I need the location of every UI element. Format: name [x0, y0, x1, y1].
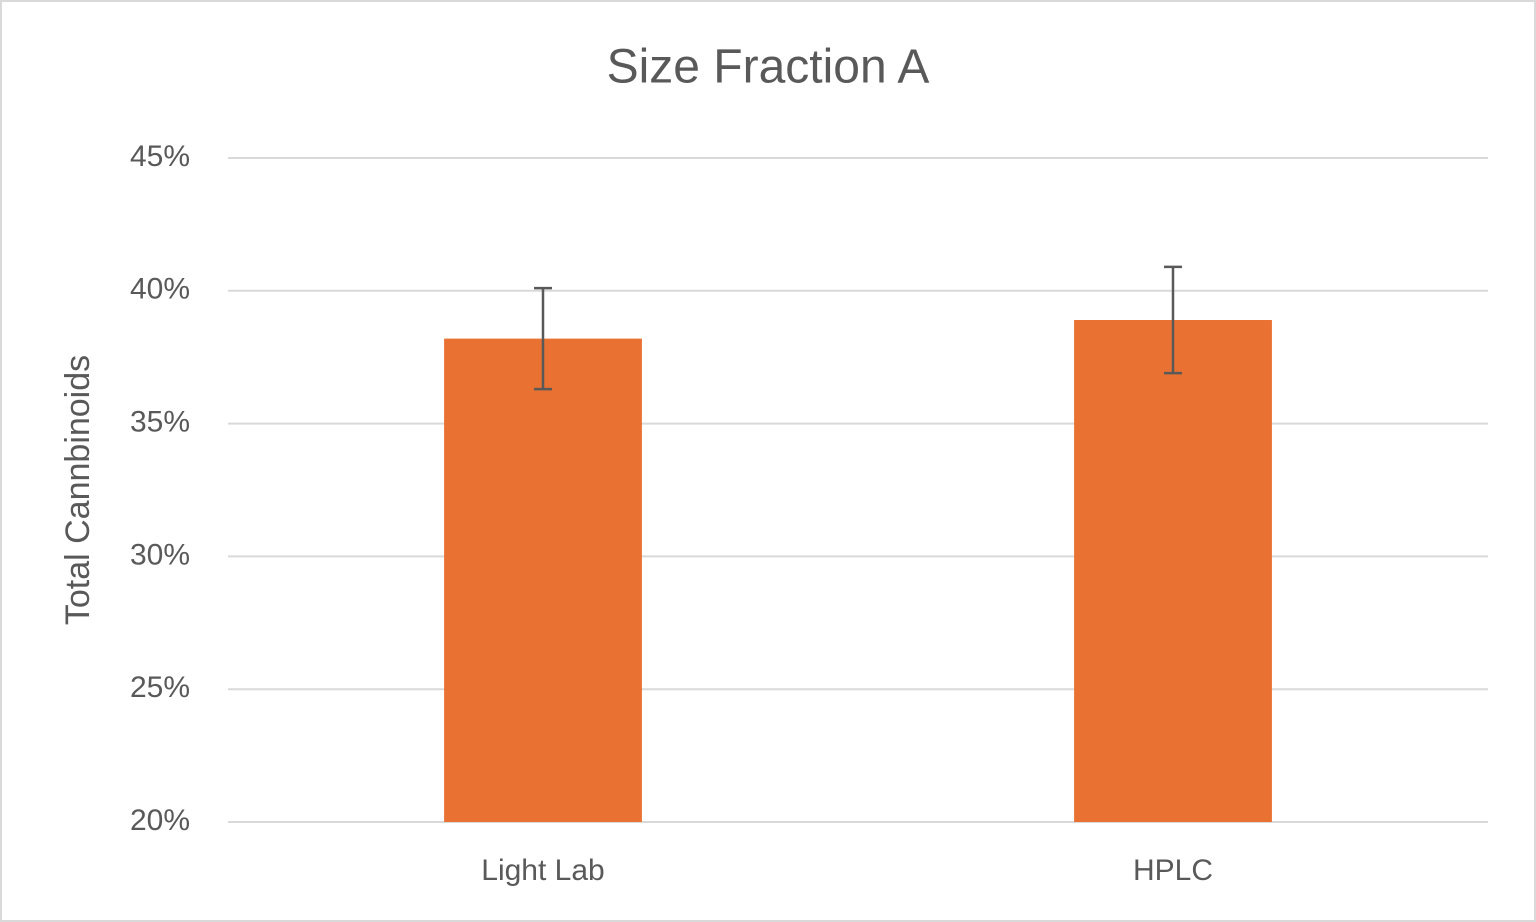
- y-axis-title: Total Cannbinoids: [59, 355, 97, 625]
- x-tick-label: HPLC: [1133, 854, 1213, 887]
- bar: [1074, 320, 1272, 822]
- x-tick-label: Light Lab: [481, 854, 604, 887]
- chart-title: Size Fraction A: [607, 41, 930, 94]
- bar: [444, 338, 642, 822]
- y-tick-label: 30%: [130, 538, 190, 571]
- y-tick-label: 35%: [130, 406, 190, 439]
- y-tick-label: 40%: [130, 273, 190, 306]
- y-tick-label: 25%: [130, 671, 190, 704]
- y-tick-label: 45%: [130, 140, 190, 173]
- y-tick-label: 20%: [130, 804, 190, 837]
